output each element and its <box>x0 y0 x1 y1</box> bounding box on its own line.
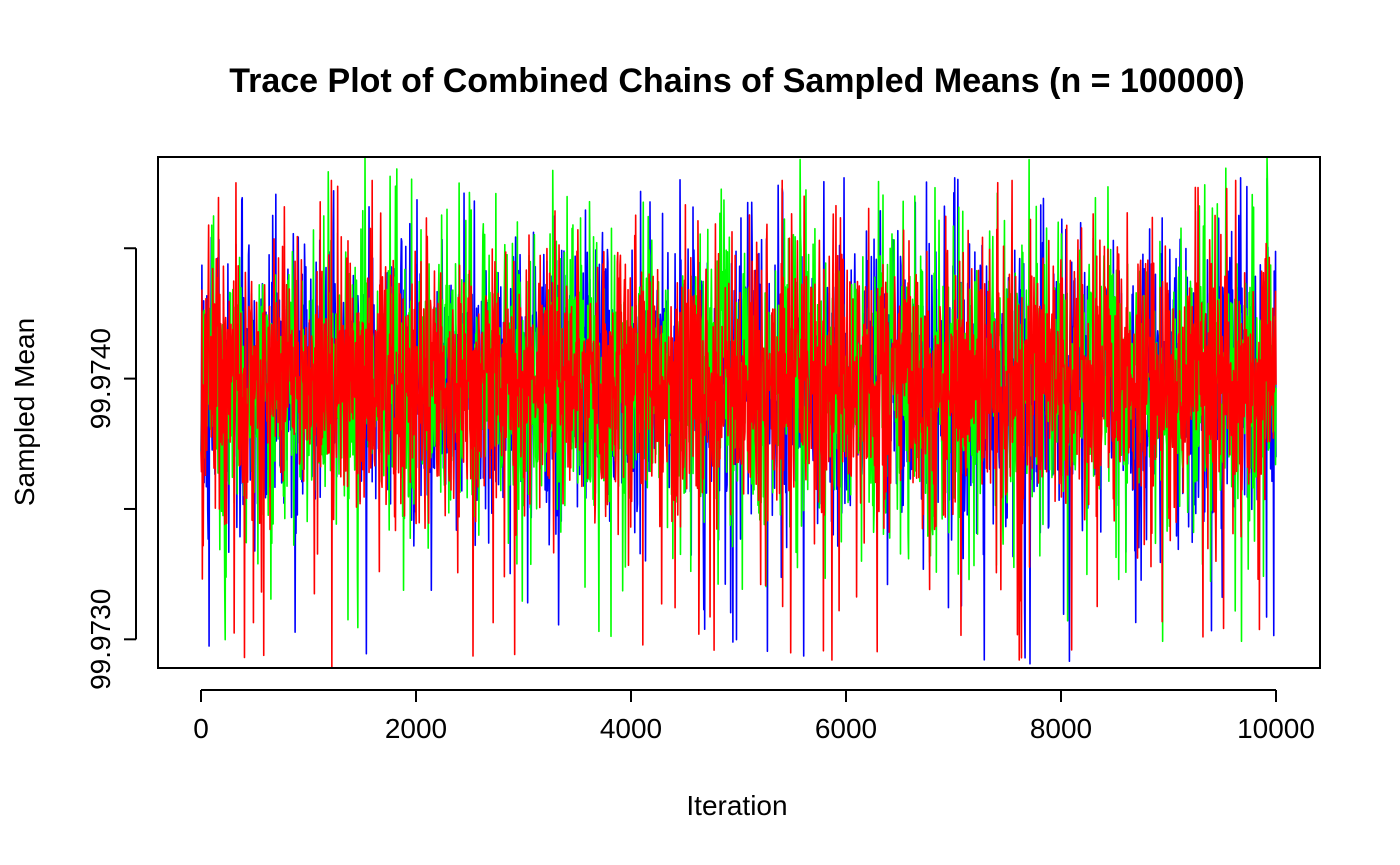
x-tick-label: 0 <box>193 713 209 744</box>
plot-area <box>157 156 1321 669</box>
x-tick-label: 8000 <box>1030 713 1092 744</box>
y-axis-label: Sampled Mean <box>9 318 40 506</box>
y-tick-label: 99.9730 <box>85 589 116 690</box>
y-axis: 99.9730 99.9740 <box>85 247 137 690</box>
chart-title: Trace Plot of Combined Chains of Sampled… <box>229 62 1245 100</box>
x-tick-label: 4000 <box>600 713 662 744</box>
y-tick-label: 99.9740 <box>85 328 116 429</box>
x-tick-label: 6000 <box>815 713 877 744</box>
x-tick-label: 10000 <box>1237 713 1315 744</box>
trace-series-2 <box>200 179 1277 668</box>
series-layer <box>200 157 1277 668</box>
plot-frame <box>157 156 1321 669</box>
x-tick-label: 2000 <box>385 713 447 744</box>
x-axis: 0 2000 4000 6000 8000 10000 <box>193 689 1315 744</box>
x-axis-label: Iteration <box>686 790 787 821</box>
